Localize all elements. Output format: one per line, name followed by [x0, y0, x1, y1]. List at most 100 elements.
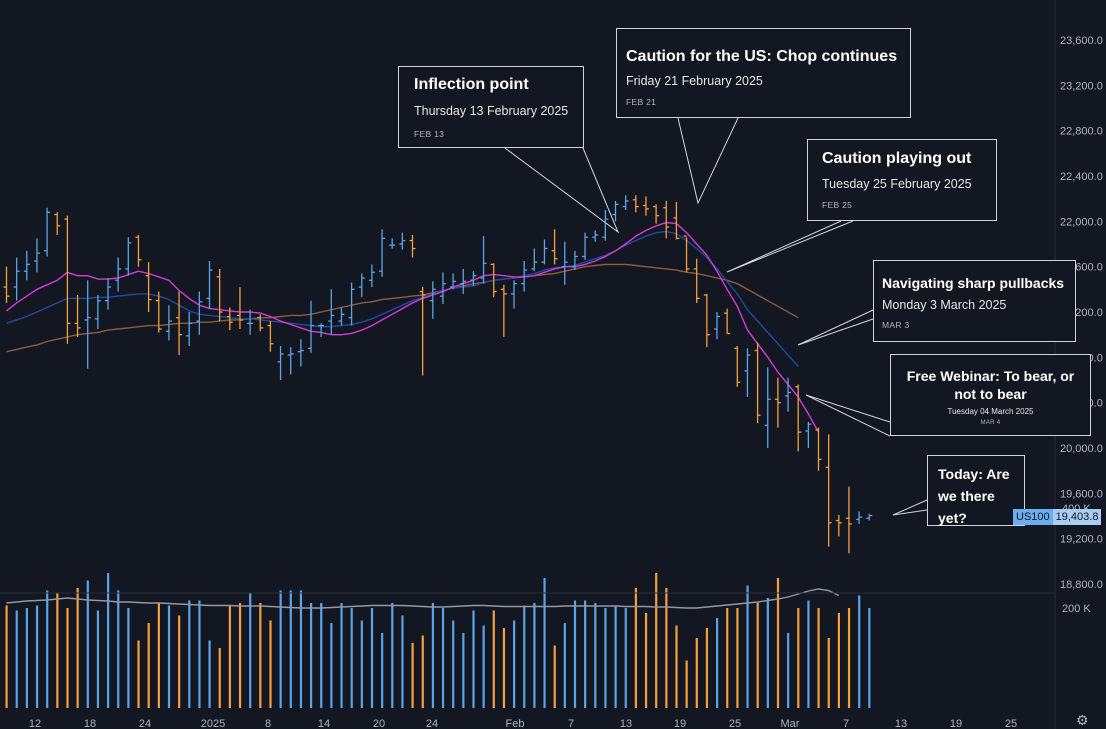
volume-bar — [452, 620, 455, 708]
volume-bar — [787, 633, 790, 708]
ohlc-bar — [632, 195, 639, 213]
volume-bar — [157, 603, 160, 708]
volume-bar — [797, 608, 800, 708]
ohlc-bar — [145, 262, 152, 312]
time-tick-label: Mar — [781, 718, 800, 729]
time-tick-label: 20 — [373, 718, 385, 729]
time-tick-label: 13 — [895, 718, 907, 729]
volume-bar — [107, 573, 110, 708]
volume-bar — [289, 590, 292, 708]
ohlc-bar — [338, 307, 345, 326]
ohlc-bar — [835, 514, 842, 537]
volume-bar — [817, 608, 820, 708]
annotation-date: Tuesday 25 February 2025 — [822, 177, 972, 191]
ohlc-bar — [399, 232, 406, 250]
annotation-tail — [797, 309, 874, 346]
volume-bar — [746, 585, 749, 708]
time-axis: 12 18 24 2025 8 14 20 24 Feb 7 13 19 25 Mar 7 13 19 25 — [29, 718, 1017, 729]
annotation-tail — [805, 394, 891, 437]
time-tick-label: 12 — [29, 718, 41, 729]
volume-bar — [523, 605, 526, 708]
volume-bar — [736, 608, 739, 708]
annotation-title: Free Webinar: To bear, or not to bear — [906, 368, 1075, 402]
volume-bar — [137, 640, 140, 708]
ohlc-bar — [774, 377, 781, 428]
ohlc-bar — [105, 278, 111, 310]
gear-icon[interactable]: ⚙ — [1076, 712, 1089, 728]
ohlc-bar — [500, 284, 507, 337]
ohlc-bar — [744, 348, 751, 397]
annotation-short-date: FEB 25 — [822, 200, 853, 210]
volume-bar — [655, 573, 658, 708]
volume-bar — [401, 615, 404, 708]
ohlc-bar — [642, 196, 649, 216]
volume-bar — [624, 608, 627, 708]
symbol-label: US100 — [1013, 509, 1053, 525]
annotation-date: Friday 21 February 2025 — [626, 74, 763, 88]
ma-slow-path — [6, 263, 799, 353]
annotation-pointers — [504, 117, 928, 516]
ohlc-bar — [612, 200, 619, 222]
annotation-tail — [677, 117, 739, 205]
annotation-short-date: FEB 13 — [414, 129, 445, 139]
volume-bar — [837, 613, 840, 708]
annotation-today[interactable]: Today: Are we there yet? — [927, 455, 1025, 526]
time-tick-label: 25 — [1005, 718, 1017, 729]
volume-bar — [492, 610, 495, 708]
time-tick-label: 2025 — [201, 718, 225, 729]
volume-bar — [320, 603, 323, 708]
volume-bar — [756, 603, 759, 708]
ohlc-bar — [419, 287, 426, 376]
annotation-short-date: FEB 21 — [626, 97, 657, 107]
volume-bar — [370, 608, 374, 708]
volume-bar — [310, 603, 313, 708]
ohlc-bar — [64, 215, 71, 344]
ohlc-bar — [592, 230, 599, 242]
annotation-inflection-point[interactable]: Inflection point Thursday 13 February 20… — [398, 66, 584, 148]
volume-bar — [96, 610, 100, 708]
ohlc-bar — [825, 434, 832, 547]
annotation-title: Navigating sharp pullbacks — [882, 275, 1065, 291]
ohlc-bar — [805, 421, 812, 448]
volume-bar — [269, 620, 272, 708]
ohlc-bar — [33, 238, 40, 273]
ohlc-bar — [450, 273, 457, 290]
ohlc-bar — [379, 229, 386, 277]
ma-fast-line — [6, 221, 820, 433]
volume-bar — [25, 608, 28, 708]
ohlc-bar — [561, 241, 568, 285]
annotation-title: Caution playing out — [822, 150, 972, 167]
volume-bar — [858, 595, 861, 708]
volume-bar — [563, 623, 566, 708]
annotation-caution-us[interactable]: Caution for the US: Chop continues Frida… — [616, 28, 911, 118]
volume-bar — [15, 610, 18, 708]
ohlc-bar — [429, 281, 436, 319]
price-tick-label: 19,200.0 — [1060, 534, 1103, 546]
volume-bar — [147, 623, 150, 708]
ohlc-bar — [125, 237, 132, 276]
ohlc-bar — [94, 295, 101, 329]
ohlc-bar — [257, 314, 264, 332]
ohlc-bar — [115, 257, 122, 292]
annotation-navigating-pullbacks[interactable]: Navigating sharp pullbacks Monday 3 Marc… — [873, 260, 1076, 342]
volume-ma-path — [6, 588, 840, 609]
ohlc-bar — [165, 305, 172, 341]
ohlc-bar — [764, 367, 771, 448]
volume-bar — [665, 588, 668, 708]
ohlc-bar — [84, 280, 91, 369]
volume-bar — [695, 638, 698, 708]
ohlc-bar — [582, 232, 589, 260]
ohlc-bar — [247, 309, 254, 335]
ohlc-bar — [856, 511, 863, 524]
volume-bar — [167, 605, 171, 708]
volume-bar — [86, 580, 89, 708]
ohlc-bar — [480, 236, 487, 284]
price-tick-label: 22,800.0 — [1060, 126, 1103, 138]
time-tick-label: 25 — [729, 718, 741, 729]
volume-bar — [411, 643, 414, 708]
ohlc-bar — [673, 202, 680, 240]
annotation-free-webinar[interactable]: Free Webinar: To bear, or not to bear Tu… — [890, 354, 1091, 436]
volume-bar — [188, 600, 191, 708]
volume-bar — [533, 603, 536, 708]
annotation-caution-playing-out[interactable]: Caution playing out Tuesday 25 February … — [807, 139, 997, 221]
